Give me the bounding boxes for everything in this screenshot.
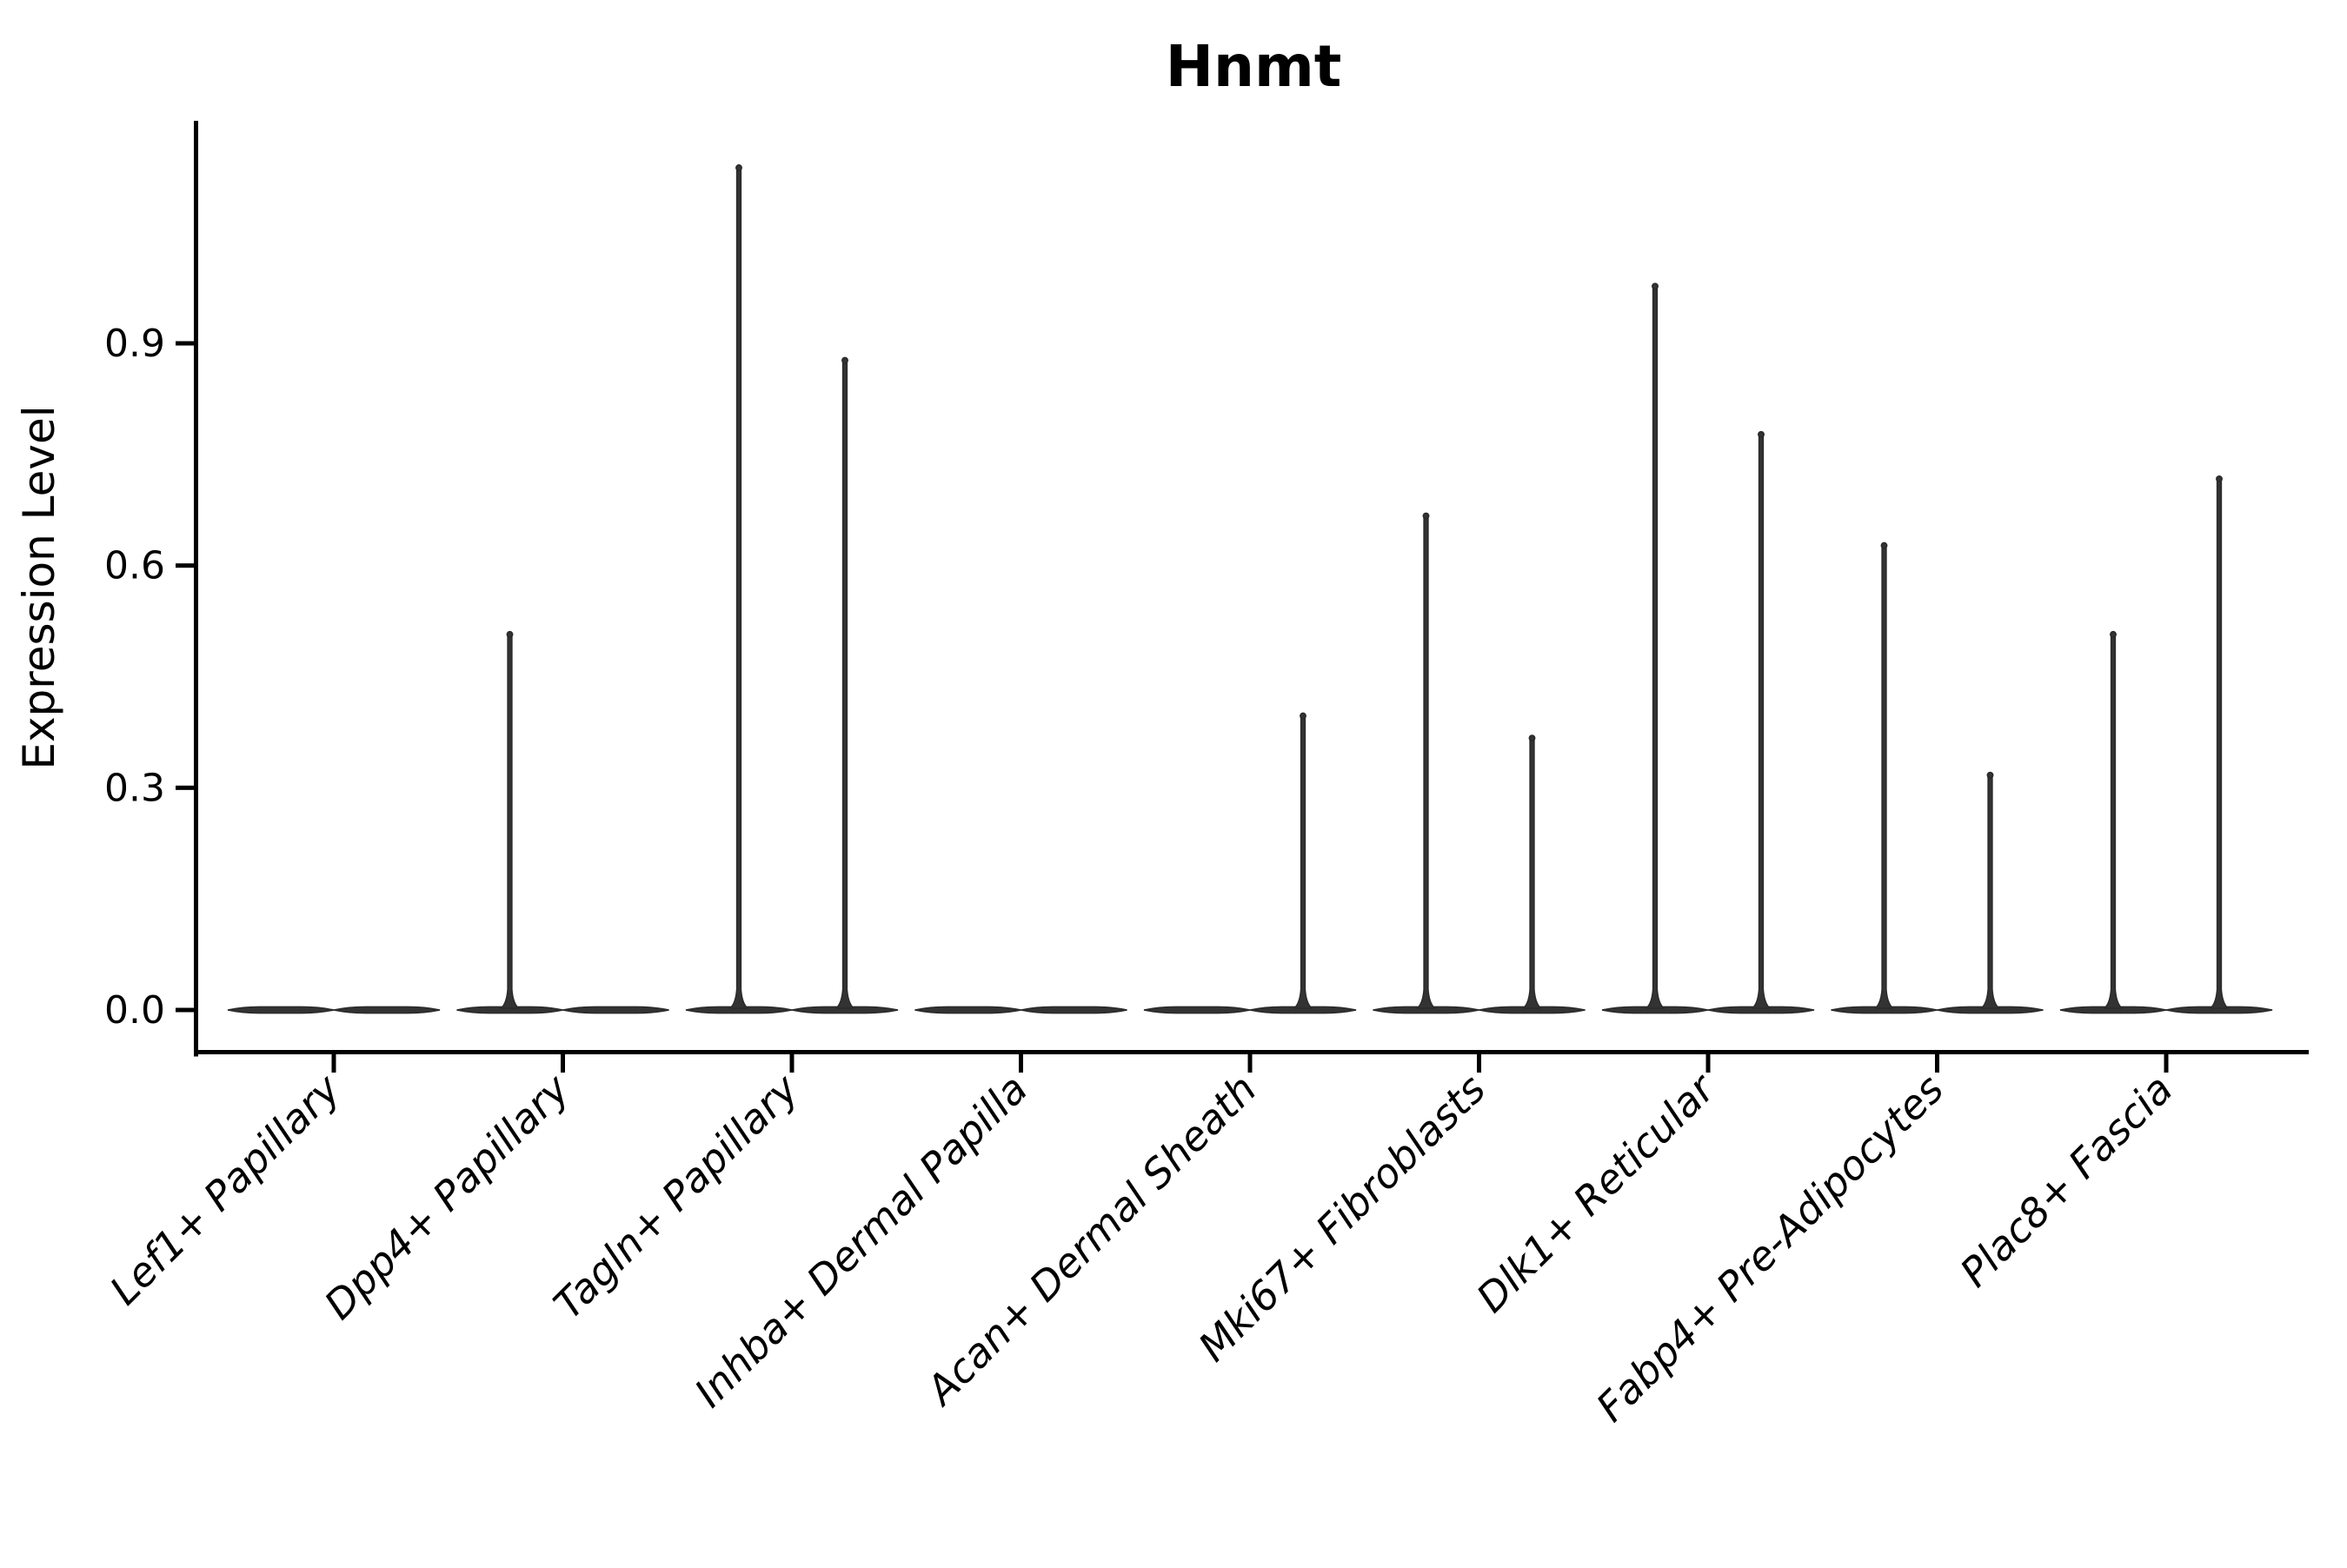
violin-spike-tip <box>841 356 848 364</box>
violin-body <box>2165 1006 2273 1014</box>
violin-spike <box>1751 431 1772 1009</box>
x-tick-label: Lef1+ Papillary <box>101 1065 349 1313</box>
y-axis-label: Expression Level <box>14 405 64 769</box>
x-tick <box>1477 1054 1481 1073</box>
violin-spike <box>499 631 521 1009</box>
violin-body <box>333 1006 441 1014</box>
violin-spike <box>2103 631 2124 1009</box>
x-tick-label: Plac8+ Fascia <box>1951 1066 2181 1296</box>
violin-body <box>1479 1006 1586 1014</box>
y-tick <box>176 785 194 790</box>
violin-body <box>1249 1006 1357 1014</box>
y-tick <box>176 1007 194 1013</box>
x-tick <box>1247 1054 1253 1073</box>
x-tick-label: Dlk1+ Reticular <box>1467 1063 1725 1321</box>
x-tick <box>331 1054 336 1073</box>
y-tick-label: 0.3 <box>104 766 165 810</box>
violin-spike-tip <box>1422 512 1430 520</box>
x-axis-spine <box>194 1050 2309 1054</box>
violin-body <box>1143 1006 1251 1014</box>
violin-body <box>227 1006 335 1014</box>
violin-spike <box>1415 513 1437 1009</box>
violin-spike-tip <box>1652 282 1659 290</box>
violin-spike-tip <box>735 164 742 171</box>
violin-spike-tip <box>1758 430 1765 438</box>
x-tick-label: Tagln+ Papillary <box>544 1065 808 1328</box>
axis-spines <box>194 121 2309 1057</box>
violin-spike <box>728 164 749 1009</box>
y-tick-label: 0.9 <box>104 322 165 366</box>
x-tick <box>1935 1054 1939 1073</box>
y-tick-label: 0.6 <box>104 544 165 588</box>
x-tick-label: Dpp4+ Papillary <box>316 1065 579 1328</box>
y-tick-label: 0.0 <box>104 988 165 1033</box>
violin-spike-tip <box>1300 712 1306 720</box>
x-tick <box>2164 1054 2169 1073</box>
x-tick <box>561 1054 565 1073</box>
x-tick <box>1705 1054 1711 1073</box>
violin-spike <box>1293 713 1313 1009</box>
violin-body <box>562 1006 669 1014</box>
violin-spike-tip <box>506 630 514 638</box>
plot-title: Hnmt <box>1166 33 1342 100</box>
x-tick <box>789 1054 795 1073</box>
violin-spike-tip <box>2216 475 2223 482</box>
violin-spike <box>1521 734 1543 1009</box>
violin-body <box>914 1006 1021 1014</box>
violin-body <box>1021 1006 1127 1014</box>
violin-spike-tip <box>1528 734 1536 742</box>
y-tick <box>176 563 194 568</box>
y-tick <box>176 341 194 346</box>
plot-area: Hnmt Expression Level 0.0 0.3 0.6 0.9 Lef1+… <box>14 33 2309 1431</box>
violin-series <box>227 164 2273 1014</box>
y-axis-spine <box>194 121 198 1057</box>
violin-spike <box>1873 542 1895 1009</box>
violin-spike <box>1645 283 1666 1009</box>
violin-spike-tip <box>2110 630 2117 638</box>
violin-spike <box>2209 475 2230 1009</box>
violin-spike <box>1979 772 2001 1009</box>
violin-body <box>1707 1006 1815 1014</box>
x-tick <box>1019 1054 1023 1073</box>
violin-spike-tip <box>1880 541 1888 549</box>
violin-body <box>1937 1006 2044 1014</box>
violin-spike-tip <box>1986 771 1994 779</box>
y-axis: 0.0 0.3 0.6 0.9 <box>104 322 194 1033</box>
violin-body <box>791 1006 899 1014</box>
violin-spike <box>834 357 855 1009</box>
